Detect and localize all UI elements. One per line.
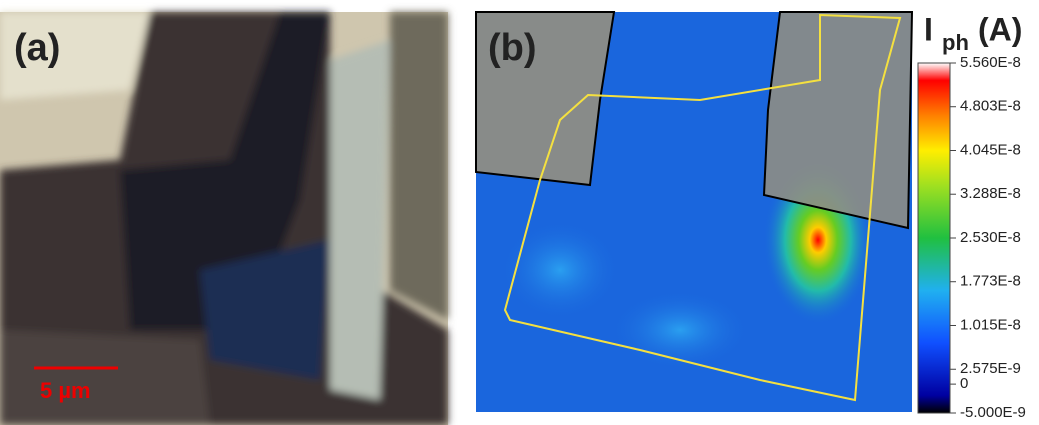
scale-bar-label: 5 µm <box>40 378 91 403</box>
colorbar-tick-label: 1.773E-8 <box>960 273 1021 290</box>
colorbar-subscript: ph <box>942 30 969 55</box>
panel-label: (b) <box>488 27 537 69</box>
photocurrent-map <box>476 12 912 412</box>
figure: (a) 5 µm (b) I ph (A) 5.560E-8 4.803E-8 4.… <box>0 0 1039 425</box>
colorbar-tick-label: 4.803E-8 <box>960 98 1021 115</box>
colorbar <box>918 63 950 413</box>
panel-label: (a) <box>14 27 60 69</box>
colorbar-tick-label: 2.530E-8 <box>960 229 1021 246</box>
colorbar-tick-label: 3.288E-8 <box>960 185 1021 202</box>
colorbar-tick-label: 0 <box>960 375 968 392</box>
colorbar-symbol: I <box>924 11 933 47</box>
colorbar-unit: (A) <box>978 11 1022 47</box>
colorbar-tick-label: 1.015E-8 <box>960 316 1021 333</box>
colorbar-tick-label: 2.575E-9 <box>960 360 1021 377</box>
colorbar-tick-label: 5.560E-8 <box>960 54 1021 71</box>
optical-image <box>0 12 448 425</box>
colorbar-tick-label: -5.000E-9 <box>960 404 1026 421</box>
colorbar-tick-label: 4.045E-8 <box>960 141 1021 158</box>
